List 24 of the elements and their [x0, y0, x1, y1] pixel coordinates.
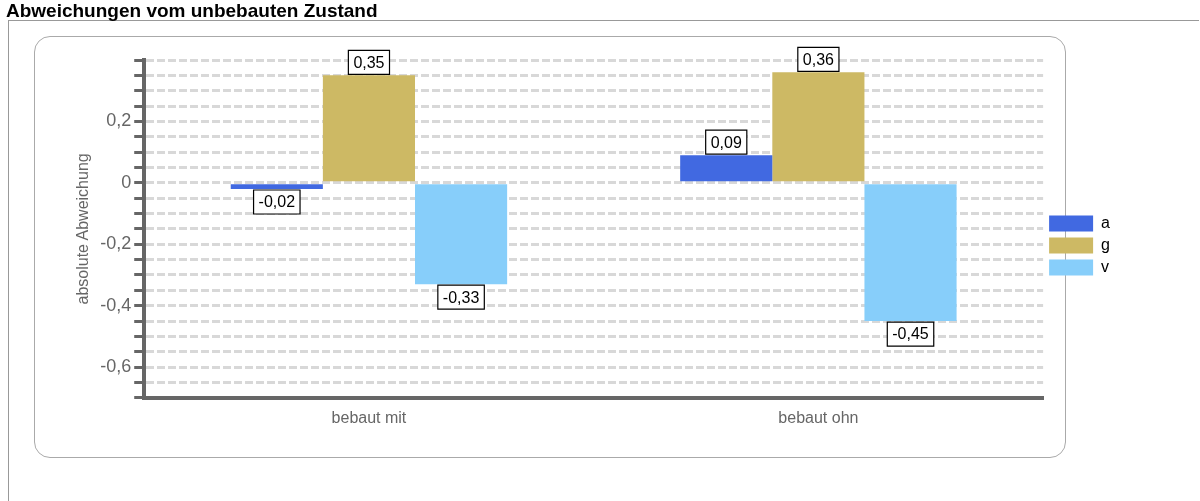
bar	[322, 75, 416, 182]
data-label: 0,09	[710, 133, 742, 151]
data-label: -0,45	[892, 325, 929, 343]
legend-label: v	[1101, 257, 1110, 275]
y-tick-label: 0	[121, 171, 132, 192]
bar	[415, 184, 508, 285]
data-label: 0,36	[802, 50, 835, 68]
bar	[230, 184, 323, 189]
legend-label: a	[1101, 213, 1111, 231]
legend-label: g	[1101, 235, 1111, 253]
data-label: -0,33	[442, 288, 480, 306]
bar	[772, 72, 865, 182]
y-axis-title: absolute Abweichung	[74, 153, 92, 305]
y-tick-label: -0,2	[100, 233, 132, 254]
y-tick-label: -0,4	[100, 294, 132, 315]
bar	[680, 155, 773, 182]
data-label: -0,02	[258, 193, 296, 211]
x-tick-label: bebaut ohn	[778, 408, 859, 426]
data-label: 0,35	[353, 53, 385, 71]
y-tick-label: 0,2	[106, 110, 132, 131]
x-tick-label: bebaut mit	[331, 408, 407, 426]
bar	[864, 184, 957, 322]
y-tick-label: -0,6	[100, 356, 132, 377]
chart-title: Abweichungen vom unbebauten Zustand	[6, 0, 378, 22]
